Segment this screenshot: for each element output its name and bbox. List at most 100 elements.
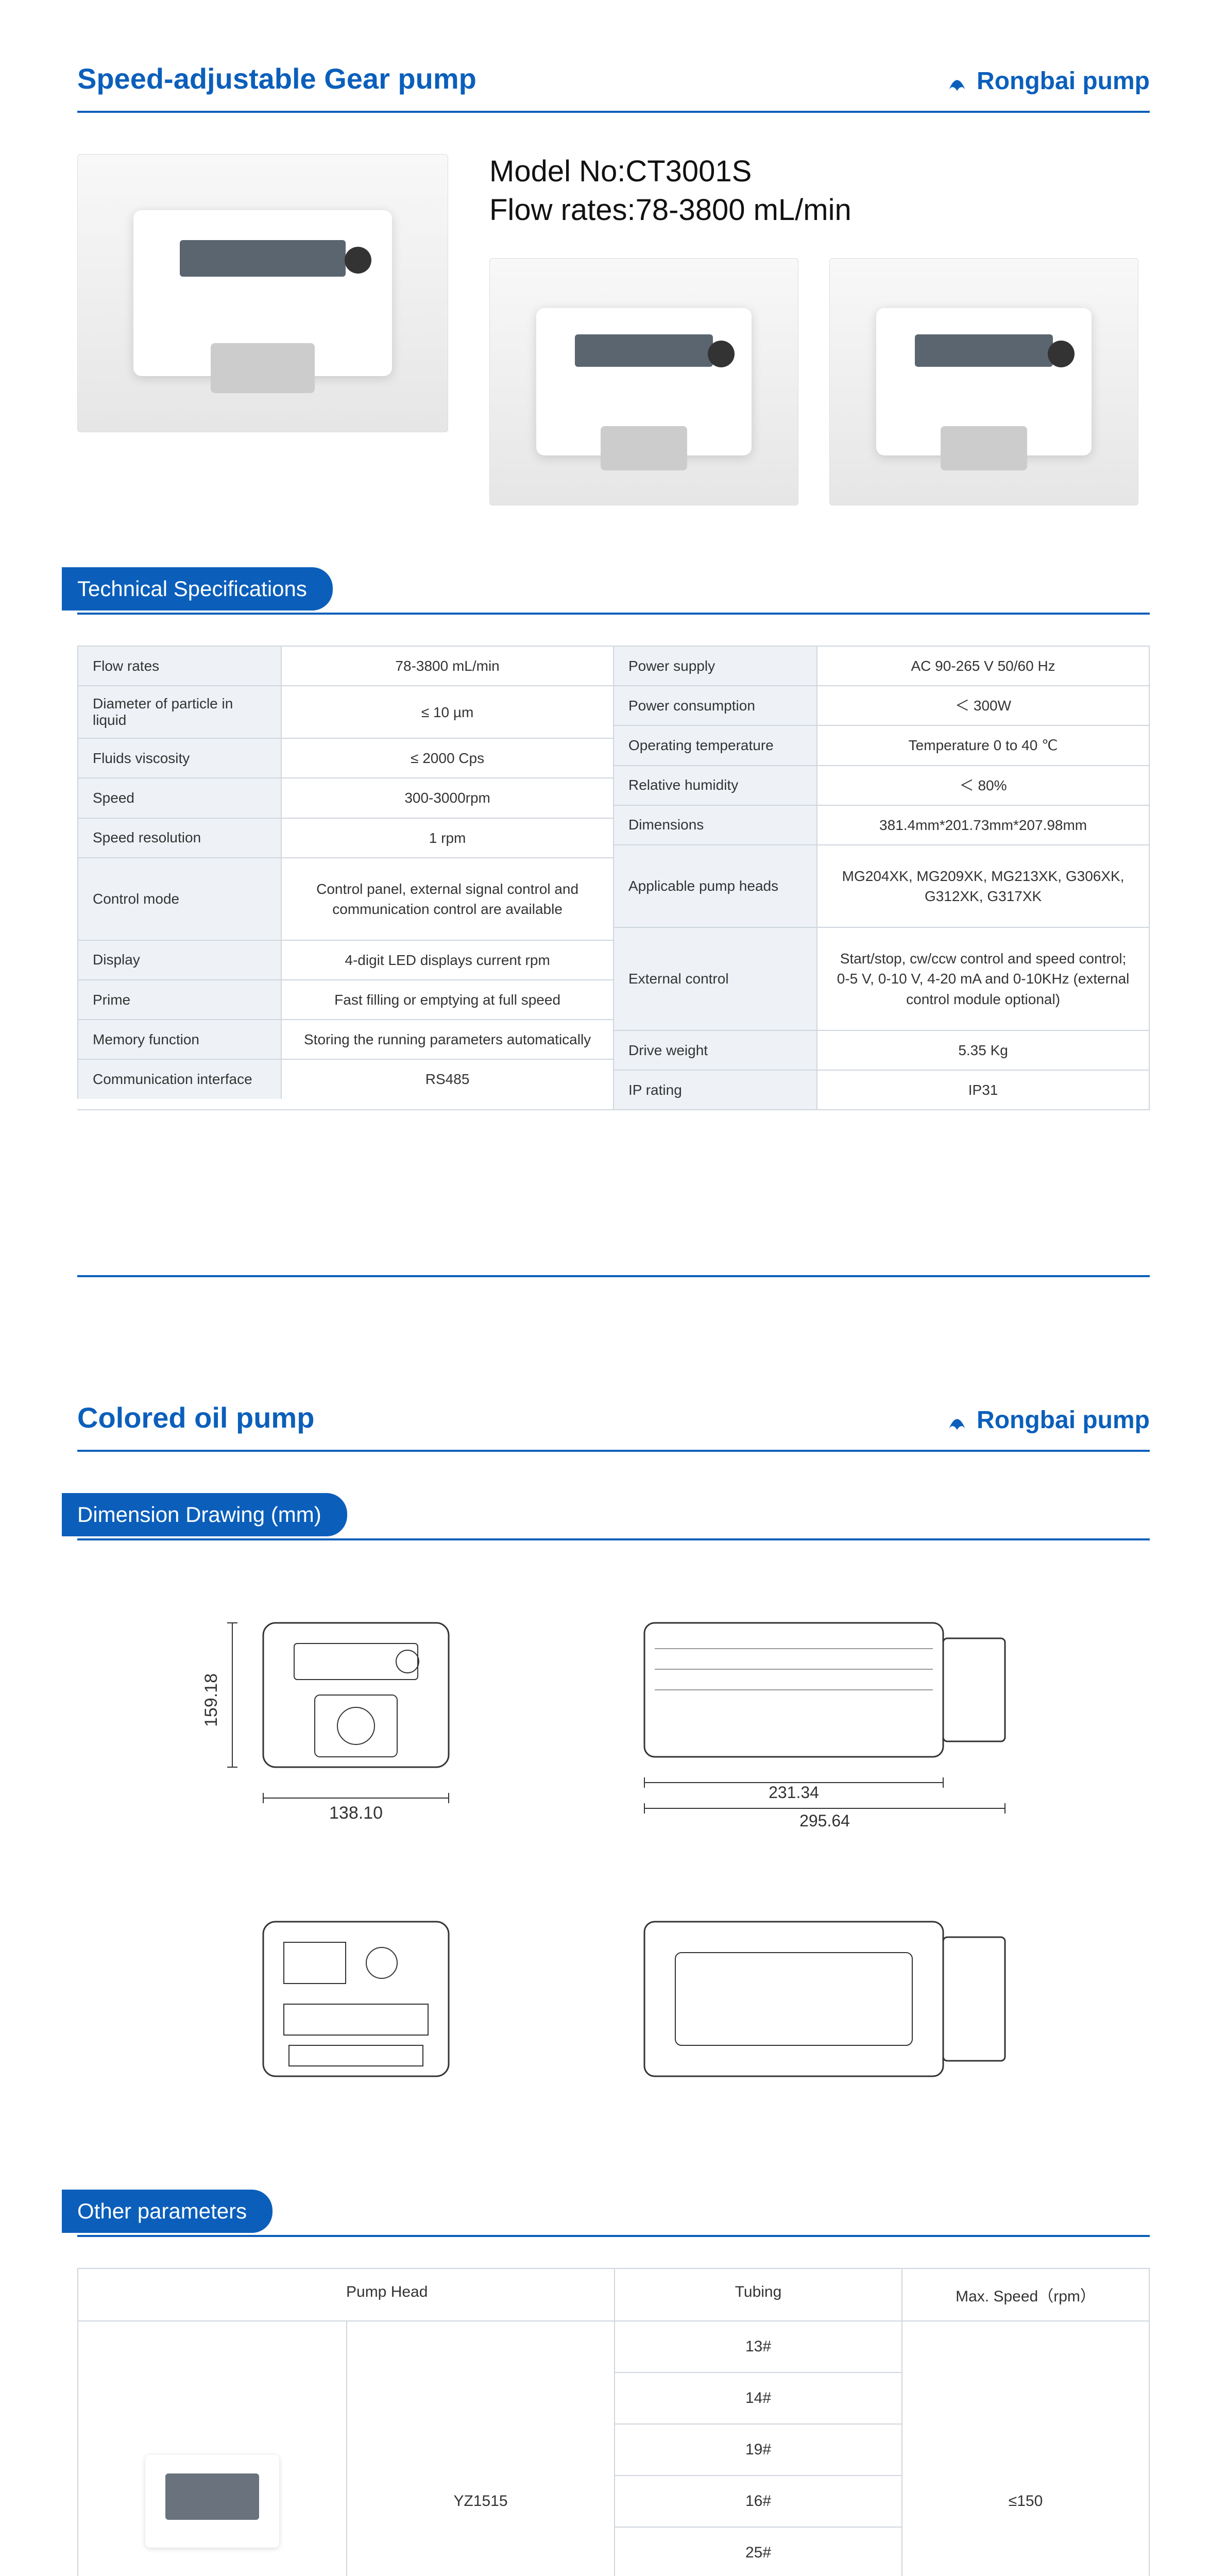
op-cell-speed: ≤150 (901, 2321, 1149, 2576)
section-header-other: Other parameters (77, 2190, 1150, 2237)
spec-value: RS485 (281, 1060, 613, 1098)
brand-icon-2 (944, 1407, 970, 1434)
spec-row: Speed resolution1 rpm (77, 819, 613, 858)
spec-row: Applicable pump headsMG204XK, MG209XK, M… (613, 845, 1149, 928)
op-table-body: YZ151513#14#19#16#25#17#18#≤150YZ251515#… (78, 2321, 1149, 2576)
product-image-2 (489, 258, 798, 505)
spec-value: IP31 (816, 1071, 1149, 1109)
spec-row: IP ratingIP31 (613, 1071, 1149, 1109)
spec-label: Control mode (77, 858, 281, 941)
section-pill-dim: Dimension Drawing (mm) (62, 1493, 347, 1536)
spec-value: MG204XK, MG209XK, MG213XK, G306XK, G312X… (816, 845, 1149, 928)
page-2: Colored oil pump Rongbai pump Dimension … (0, 1380, 1227, 2576)
product-image-main (77, 154, 448, 432)
spec-row: Relative humidity＜ 80% (613, 766, 1149, 806)
svg-text:138.10: 138.10 (329, 1803, 383, 1823)
spec-label: Diameter of particle in liquid (77, 686, 281, 739)
svg-text:159.18: 159.18 (201, 1673, 221, 1727)
spec-value: ≤ 10 µm (281, 686, 613, 739)
model-label: Model No: (489, 155, 625, 188)
dimension-drawings: 138.10 159.18 231.34 295.6 (77, 1571, 1150, 2190)
spec-row: Communication interfaceRS485 (77, 1060, 613, 1098)
op-tube-item: 16# (614, 2476, 901, 2528)
spec-value: ＜ 80% (816, 766, 1149, 806)
spec-label: Applicable pump heads (613, 845, 816, 928)
spec-label: Power consumption (613, 686, 816, 726)
spec-value: Fast filling or emptying at full speed (281, 980, 613, 1020)
dim-side-view-2 (614, 1891, 1036, 2128)
flow-label: Flow rates: (489, 193, 636, 227)
spec-label: Fluids viscosity (77, 739, 281, 778)
hero-thumbs (489, 258, 1150, 505)
spec-label: Flow rates (77, 647, 281, 686)
other-params-table: Pump Head Tubing Max. Speed（rpm） YZ15151… (77, 2268, 1150, 2576)
op-cell-model: YZ1515 (346, 2321, 614, 2576)
spec-label: Operating temperature (613, 726, 816, 766)
op-table-header: Pump Head Tubing Max. Speed（rpm） (78, 2269, 1149, 2321)
hero-section: Model No:CT3001S Flow rates:78-3800 mL/m… (77, 154, 1150, 505)
spec-label: IP rating (613, 1071, 816, 1109)
op-cell-image (78, 2321, 346, 2576)
spec-value: 381.4mm*201.73mm*207.98mm (816, 806, 1149, 845)
spec-value: AC 90-265 V 50/60 Hz (816, 647, 1149, 686)
spec-label: Speed (77, 778, 281, 818)
spec-row: Drive weight5.35 Kg (613, 1031, 1149, 1071)
spec-label: Drive weight (613, 1031, 816, 1071)
spec-value: Temperature 0 to 40 ℃ (816, 726, 1149, 766)
brand: Rongbai pump (944, 67, 1150, 95)
spec-value: 300-3000rpm (281, 778, 613, 818)
spec-row: Display4-digit LED displays current rpm (77, 941, 613, 980)
spec-label: External control (613, 928, 816, 1031)
spec-table: Flow rates78-3800 mL/minDiameter of part… (77, 646, 1150, 1110)
flow-line: Flow rates:78-3800 mL/min (489, 193, 1150, 227)
section-pill-other: Other parameters (62, 2190, 272, 2233)
spec-row: Power supplyAC 90-265 V 50/60 Hz (613, 647, 1149, 686)
op-tube-item: 13# (614, 2321, 901, 2373)
page-divider (77, 1275, 1150, 1277)
section-header-dim: Dimension Drawing (mm) (77, 1493, 1150, 1540)
spec-row: Dimensions381.4mm*201.73mm*207.98mm (613, 806, 1149, 845)
op-header-speed: Max. Speed（rpm） (901, 2269, 1149, 2321)
spec-value: 1 rpm (281, 819, 613, 858)
op-header-tubing: Tubing (614, 2269, 901, 2321)
spec-label: Dimensions (613, 806, 816, 845)
spec-row: External controlStart/stop, cw/ccw contr… (613, 928, 1149, 1031)
section-pill-specs: Technical Specifications (62, 567, 333, 611)
page-title-2: Colored oil pump (77, 1401, 314, 1434)
dim-front-view: 138.10 159.18 (191, 1592, 521, 1829)
spec-label: Power supply (613, 647, 816, 686)
brand-2: Rongbai pump (944, 1406, 1150, 1434)
spec-row: Diameter of particle in liquid≤ 10 µm (77, 686, 613, 739)
op-tube-stack: 13#14#19#16#25#17#18# (614, 2321, 901, 2576)
spec-label: Memory function (77, 1020, 281, 1060)
spec-label: Relative humidity (613, 766, 816, 806)
section-header-specs: Technical Specifications (77, 567, 1150, 615)
op-tube-item: 25# (614, 2528, 901, 2576)
spec-value: Control panel, external signal control a… (281, 858, 613, 941)
spec-value: 78-3800 mL/min (281, 647, 613, 686)
hero-main-image-wrap (77, 154, 448, 505)
spec-value: 4-digit LED displays current rpm (281, 941, 613, 980)
spec-label: Display (77, 941, 281, 980)
page-title: Speed-adjustable Gear pump (77, 62, 476, 95)
page-header-2: Colored oil pump Rongbai pump (77, 1401, 1150, 1452)
spec-row: Flow rates78-3800 mL/min (77, 647, 613, 686)
spec-value: Storing the running parameters automatic… (281, 1020, 613, 1060)
page-1: Speed-adjustable Gear pump Rongbai pump … (0, 0, 1227, 1275)
spec-row: Control modeControl panel, external sign… (77, 858, 613, 941)
flow-value: 78-3800 mL/min (636, 193, 851, 227)
spec-label: Communication interface (77, 1060, 281, 1098)
spec-value: ＜ 300W (816, 686, 1149, 726)
op-header-pumphead: Pump Head (346, 2269, 614, 2321)
spec-col-left: Flow rates78-3800 mL/minDiameter of part… (77, 647, 613, 1109)
svg-text:295.64: 295.64 (799, 1811, 850, 1829)
spec-label: Prime (77, 980, 281, 1020)
spec-row: Speed300-3000rpm (77, 778, 613, 818)
pump-illustration (133, 210, 393, 377)
page-header: Speed-adjustable Gear pump Rongbai pump (77, 62, 1150, 113)
op-tube-item: 14# (614, 2373, 901, 2425)
spec-row: PrimeFast filling or emptying at full sp… (77, 980, 613, 1020)
brand-icon (944, 68, 970, 95)
spec-row: Memory functionStoring the running param… (77, 1020, 613, 1060)
op-tube-item: 19# (614, 2425, 901, 2476)
